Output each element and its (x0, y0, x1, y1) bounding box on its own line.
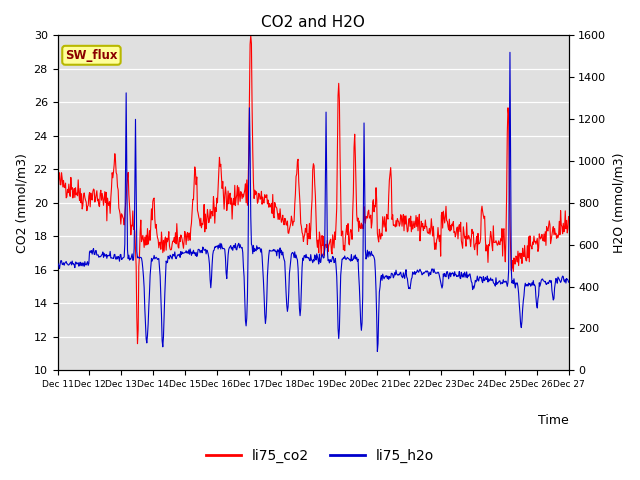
Y-axis label: H2O (mmol/m3): H2O (mmol/m3) (612, 153, 625, 253)
Title: CO2 and H2O: CO2 and H2O (261, 15, 365, 30)
Text: SW_flux: SW_flux (65, 49, 118, 62)
Legend: li75_co2, li75_h2o: li75_co2, li75_h2o (200, 443, 440, 468)
Y-axis label: CO2 (mmol/m3): CO2 (mmol/m3) (15, 153, 28, 253)
Text: Time: Time (538, 414, 568, 427)
